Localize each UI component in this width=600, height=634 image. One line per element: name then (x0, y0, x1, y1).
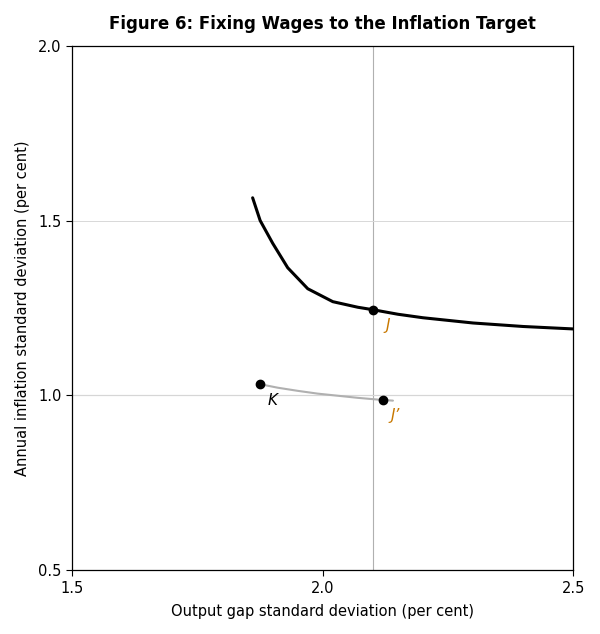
Text: J’: J’ (391, 408, 400, 424)
Text: J: J (385, 318, 390, 333)
Text: K: K (268, 393, 278, 408)
X-axis label: Output gap standard deviation (per cent): Output gap standard deviation (per cent) (171, 604, 474, 619)
Y-axis label: Annual inflation standard deviation (per cent): Annual inflation standard deviation (per… (15, 140, 30, 476)
Title: Figure 6: Fixing Wages to the Inflation Target: Figure 6: Fixing Wages to the Inflation … (109, 15, 536, 33)
